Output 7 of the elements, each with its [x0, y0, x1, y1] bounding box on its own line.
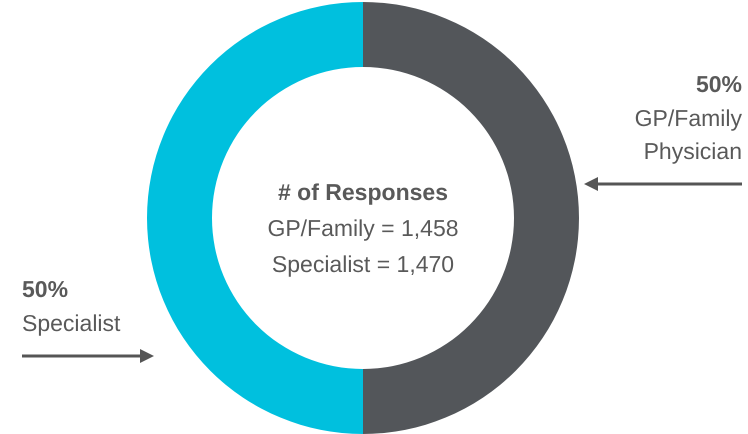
slice-label: Specialist [22, 310, 122, 336]
text: # of Responses [278, 179, 448, 205]
slice-label: GP/Family Physician [634, 105, 742, 164]
data-label: 50% [22, 276, 68, 302]
text: Specialist = 1,470 [272, 251, 454, 277]
data-label: 50% [696, 71, 742, 97]
text: GP/Family = 1,458 [267, 215, 459, 241]
